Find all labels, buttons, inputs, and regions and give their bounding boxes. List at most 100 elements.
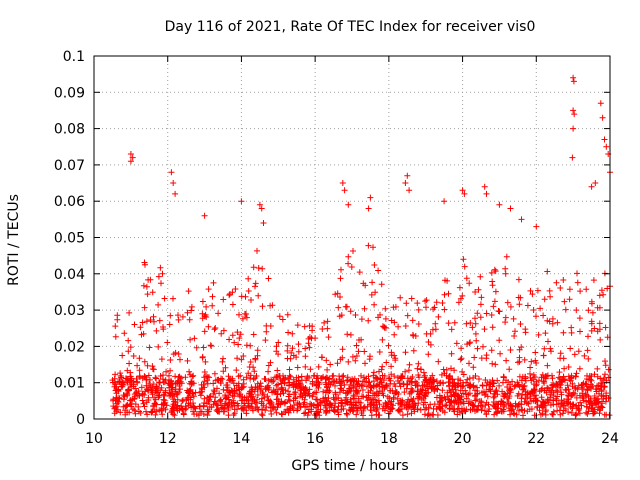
data-point: [446, 406, 453, 412]
data-point: [404, 411, 411, 418]
data-point: [153, 401, 160, 408]
data-point: [384, 393, 391, 400]
data-point: [555, 374, 562, 381]
data-point: [381, 407, 388, 414]
data-point: [391, 373, 398, 380]
data-point: [451, 319, 458, 326]
data-point: [323, 397, 330, 404]
data-point: [402, 349, 409, 356]
data-point: [125, 376, 131, 383]
data-point: [217, 398, 224, 405]
data-point: [390, 394, 397, 401]
data-point: [364, 403, 371, 410]
data-point: [507, 205, 514, 212]
data-point: [424, 412, 431, 419]
data-point: [358, 372, 364, 379]
data-point: [490, 399, 497, 405]
data-point: [205, 286, 212, 293]
data-point: [566, 296, 573, 303]
data-point: [201, 369, 208, 375]
data-point: [500, 379, 506, 386]
data-point: [137, 324, 144, 331]
data-point: [441, 291, 448, 298]
data-point: [544, 268, 551, 275]
data-point: [167, 357, 174, 363]
data-point: [405, 396, 412, 403]
data-point: [584, 347, 591, 354]
data-point: [143, 408, 149, 415]
data-point: [527, 391, 534, 398]
data-point: [323, 381, 330, 388]
data-point: [248, 297, 254, 303]
data-point: [273, 382, 280, 389]
data-point: [307, 366, 314, 373]
data-point: [432, 320, 439, 327]
data-point: [602, 358, 608, 365]
data-point: [284, 342, 291, 349]
y-axis-label: ROTI / TECUs: [6, 194, 22, 286]
data-point: [473, 337, 480, 344]
data-point: [587, 398, 594, 405]
data-point: [140, 400, 147, 407]
data-point: [506, 407, 513, 414]
data-point: [129, 154, 136, 161]
data-point: [397, 294, 404, 301]
y-tick-label: 0.02: [54, 339, 85, 355]
data-point: [191, 411, 198, 418]
data-point: [373, 408, 380, 415]
data-point: [567, 345, 574, 352]
data-point: [254, 392, 261, 398]
data-point: [136, 355, 143, 362]
data-point: [432, 326, 439, 333]
data-point: [414, 406, 421, 412]
data-point: [587, 373, 593, 379]
data-point: [441, 198, 448, 205]
data-point: [151, 318, 157, 325]
data-point: [188, 303, 195, 310]
data-point: [189, 380, 196, 387]
data-point: [492, 268, 499, 275]
data-point: [475, 286, 482, 293]
data-point: [387, 408, 394, 415]
data-point: [489, 278, 496, 285]
data-point: [507, 303, 514, 310]
data-point: [229, 332, 236, 339]
data-point: [402, 323, 409, 329]
data-point: [179, 398, 186, 405]
data-point: [268, 411, 275, 417]
data-point: [344, 331, 351, 338]
data-point: [315, 363, 322, 370]
data-point: [249, 400, 255, 407]
data-point: [571, 351, 578, 358]
data-point: [131, 321, 138, 328]
x-tick-label: 24: [601, 431, 619, 447]
data-point: [536, 407, 543, 414]
data-point: [214, 376, 221, 383]
data-point: [343, 410, 350, 417]
y-tick-label: 0.04: [54, 267, 85, 283]
data-point: [415, 372, 422, 378]
data-point: [379, 363, 386, 370]
data-point: [324, 325, 331, 332]
data-point: [474, 390, 481, 397]
data-point: [149, 366, 156, 372]
data-point: [529, 291, 536, 298]
data-point: [219, 358, 226, 365]
data-point: [546, 287, 553, 294]
data-point: [460, 379, 467, 386]
data-point: [298, 377, 305, 384]
data-point: [530, 307, 537, 313]
data-point: [516, 407, 522, 414]
data-point: [220, 405, 227, 412]
data-point: [203, 303, 210, 310]
data-point: [260, 220, 267, 226]
data-point: [512, 402, 519, 409]
data-point: [153, 375, 160, 382]
data-point: [168, 169, 175, 176]
data-point: [540, 312, 547, 319]
data-point: [528, 358, 535, 365]
data-point: [544, 362, 551, 369]
data-point: [355, 395, 362, 402]
data-point: [220, 368, 227, 375]
